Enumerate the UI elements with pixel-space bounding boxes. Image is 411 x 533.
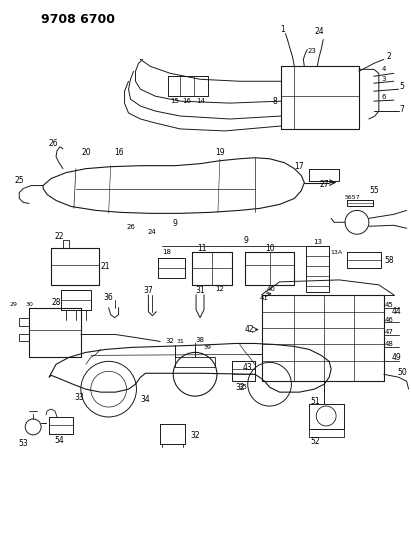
Text: 28: 28	[51, 298, 61, 307]
Text: 10: 10	[265, 244, 275, 253]
Text: 9: 9	[243, 236, 248, 245]
Text: 26: 26	[126, 224, 135, 230]
Text: 22: 22	[54, 232, 64, 241]
Text: 58: 58	[384, 255, 394, 264]
Text: 51: 51	[310, 397, 320, 406]
Text: 44: 44	[392, 307, 402, 316]
Text: 3: 3	[381, 76, 386, 82]
Text: 33: 33	[74, 393, 84, 401]
Text: 11: 11	[197, 244, 207, 253]
Text: 18: 18	[162, 249, 171, 255]
Text: 55: 55	[369, 186, 379, 195]
Text: 21: 21	[101, 262, 111, 271]
Text: 49: 49	[392, 353, 402, 362]
Text: 25: 25	[14, 176, 24, 185]
Text: 4: 4	[381, 66, 386, 72]
Text: 39: 39	[204, 345, 212, 350]
Text: 34: 34	[141, 394, 150, 403]
Text: 26: 26	[48, 139, 58, 148]
Text: 13A: 13A	[330, 249, 342, 255]
Text: 2: 2	[386, 52, 391, 61]
Text: 13: 13	[313, 239, 322, 245]
Text: 12: 12	[215, 286, 224, 292]
Text: 16: 16	[114, 148, 123, 157]
Text: 36: 36	[104, 293, 113, 302]
Text: 50: 50	[398, 368, 408, 377]
Text: 53: 53	[18, 439, 28, 448]
Text: 40: 40	[267, 286, 276, 292]
Text: 29: 29	[9, 302, 17, 307]
Text: 41: 41	[260, 295, 269, 301]
Text: 46: 46	[384, 317, 393, 322]
Text: 47: 47	[384, 328, 393, 335]
Text: 45: 45	[384, 302, 393, 308]
Text: 31: 31	[195, 286, 205, 295]
Text: 24: 24	[314, 27, 324, 36]
Text: 1: 1	[280, 25, 285, 34]
Text: 9: 9	[173, 219, 178, 228]
Text: 32: 32	[166, 338, 175, 344]
Text: 38: 38	[196, 336, 205, 343]
Text: 54: 54	[54, 437, 64, 445]
Text: 52: 52	[310, 437, 320, 446]
Text: 6: 6	[381, 94, 386, 100]
Text: 15: 15	[170, 98, 179, 104]
Text: 42: 42	[245, 325, 254, 334]
Text: 14: 14	[196, 98, 206, 104]
Text: 35: 35	[238, 384, 247, 390]
Text: 24: 24	[148, 229, 157, 235]
Text: 23: 23	[308, 49, 317, 54]
Text: 31: 31	[176, 339, 184, 344]
Text: 7: 7	[399, 104, 404, 114]
Text: 37: 37	[143, 286, 153, 295]
Text: 9708 6700: 9708 6700	[41, 13, 115, 26]
Text: 32: 32	[235, 383, 245, 392]
Text: 32: 32	[190, 431, 200, 440]
Text: 19: 19	[215, 148, 225, 157]
Text: 16: 16	[182, 98, 192, 104]
Text: 43: 43	[243, 363, 253, 372]
Text: 20: 20	[81, 148, 91, 157]
Text: 48: 48	[384, 342, 393, 348]
Text: 5657: 5657	[344, 195, 360, 200]
Text: 8: 8	[272, 96, 277, 106]
Text: 27: 27	[319, 180, 329, 189]
Text: 5: 5	[399, 82, 404, 91]
Text: 17: 17	[295, 162, 304, 171]
Text: 30: 30	[25, 302, 33, 307]
